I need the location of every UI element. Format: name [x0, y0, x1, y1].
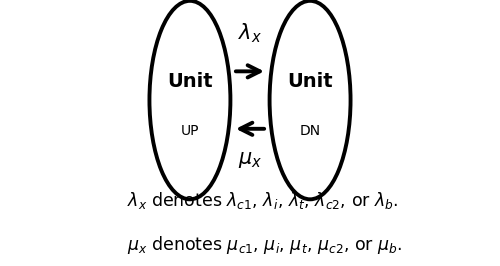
Text: Unit: Unit — [288, 72, 333, 91]
Text: Unit: Unit — [167, 72, 212, 91]
Text: UP: UP — [180, 124, 199, 138]
Ellipse shape — [270, 1, 350, 199]
Ellipse shape — [150, 1, 230, 199]
Text: $\lambda_{x}$ denotes $\lambda_{c1}$, $\lambda_{i}$, $\lambda_{t}$, $\lambda_{c2: $\lambda_{x}$ denotes $\lambda_{c1}$, $\… — [127, 190, 398, 211]
Text: $\lambda_{x}$: $\lambda_{x}$ — [238, 22, 262, 45]
Text: $\mu_{x}$: $\mu_{x}$ — [238, 150, 262, 170]
Text: DN: DN — [300, 124, 320, 138]
Text: $\mu_{x}$ denotes $\mu_{c1}$, $\mu_{i}$, $\mu_{t}$, $\mu_{c2}$, or $\mu_{b}$.: $\mu_{x}$ denotes $\mu_{c1}$, $\mu_{i}$,… — [127, 234, 403, 256]
